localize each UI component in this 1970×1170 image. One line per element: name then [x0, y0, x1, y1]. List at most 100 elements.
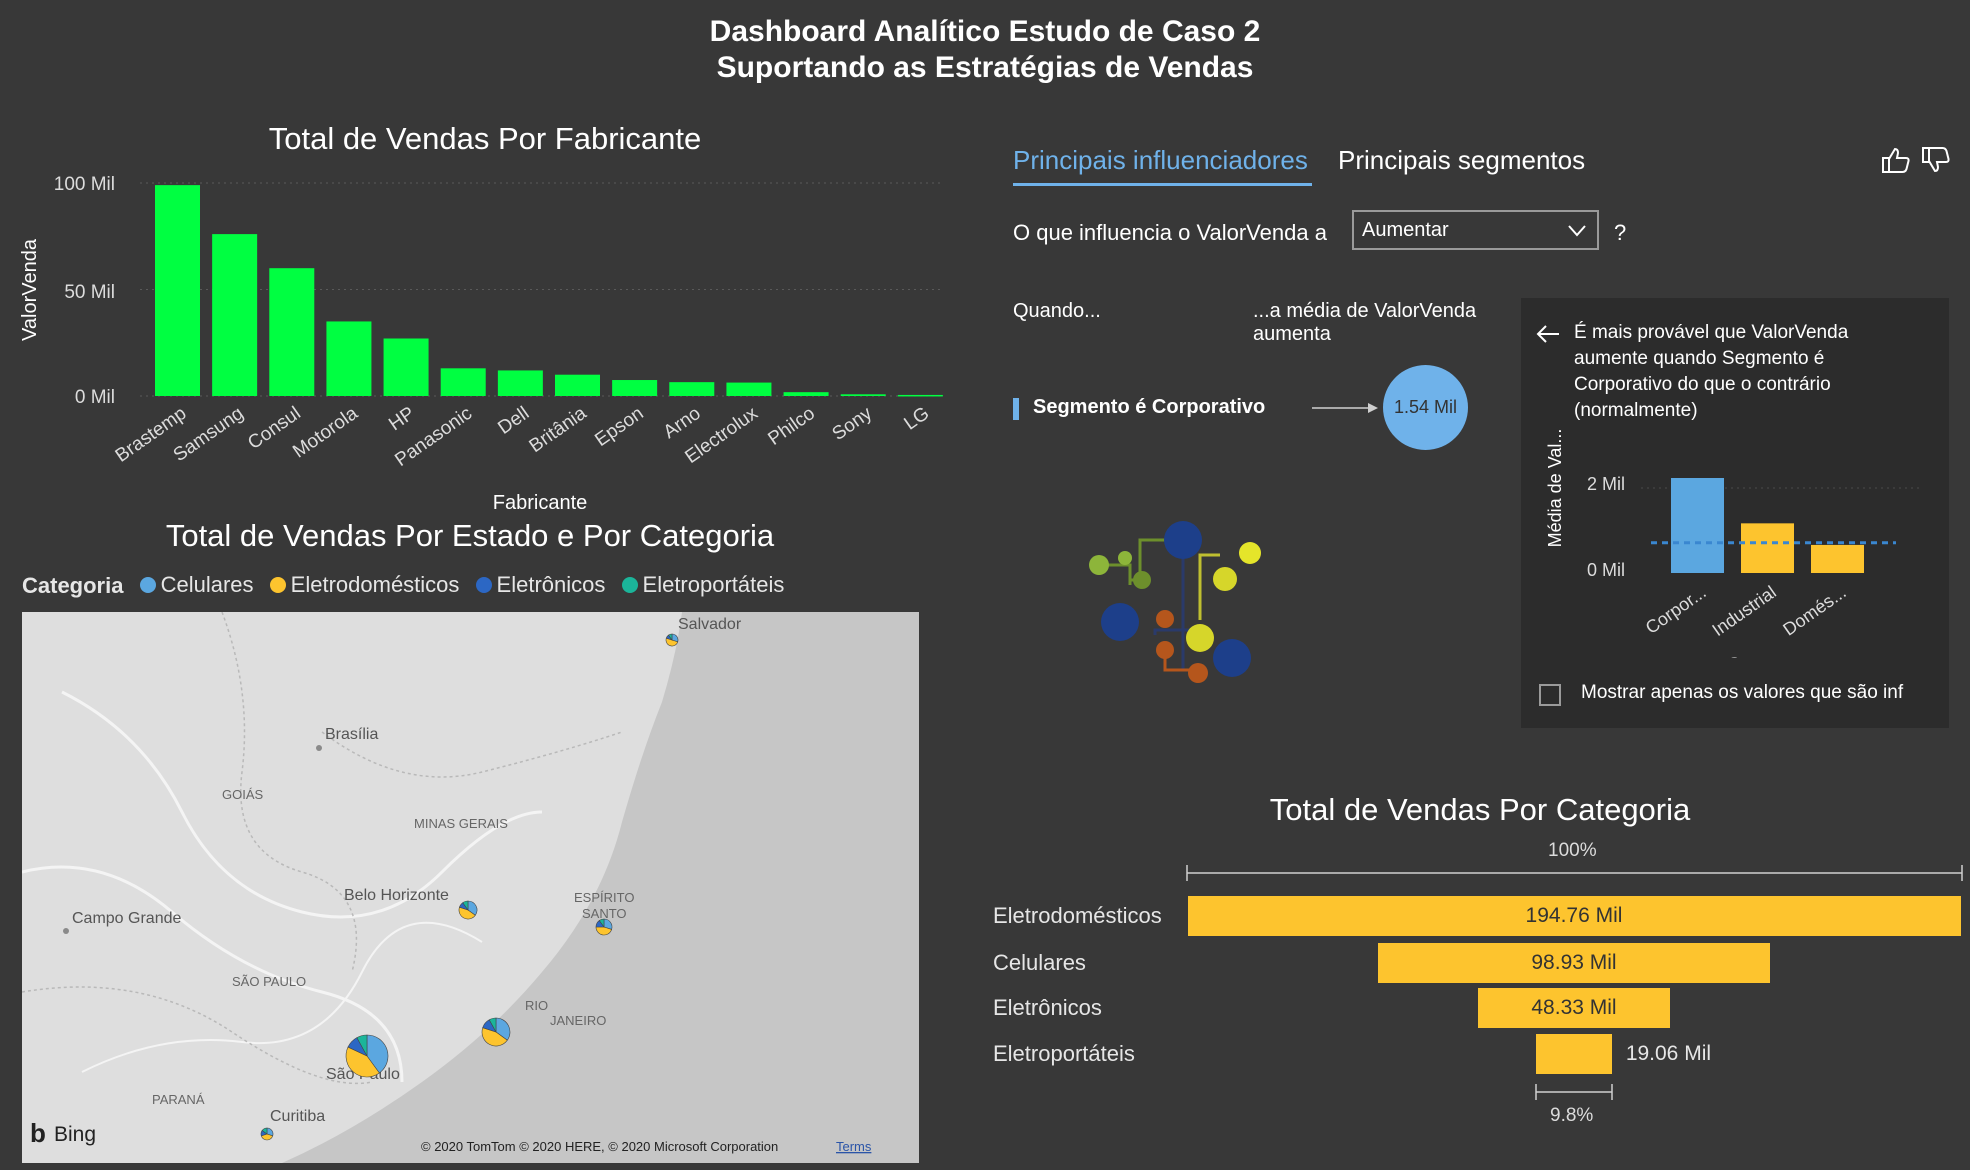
- map-pie-slice[interactable]: [495, 1017, 511, 1041]
- label-curitiba: Curitiba: [270, 1108, 325, 1125]
- map-pie-slice[interactable]: [598, 918, 605, 928]
- bar-philco[interactable]: [783, 392, 829, 396]
- dropdown-value: Aumentar: [1362, 219, 1449, 241]
- label-belo-horizonte: Belo Horizonte: [344, 887, 449, 904]
- funnel-bar[interactable]: 194.76 Mil: [1187, 896, 1961, 936]
- label-goias: GOIÁS: [222, 787, 264, 802]
- segment-marker: [1013, 398, 1019, 420]
- x-tick-label: Philco: [765, 403, 819, 450]
- bar-arno[interactable]: [669, 382, 715, 396]
- bubble-value[interactable]: 1.54 Mil: [1383, 365, 1468, 450]
- map-canvas[interactable]: Salvador Brasília GOIÁS MINAS GERAIS Bel…: [22, 612, 919, 1163]
- y-tick-100: 100 Mil: [54, 174, 115, 195]
- back-arrow-icon[interactable]: [1535, 324, 1561, 344]
- x-axis-label: Fabricante: [493, 492, 588, 514]
- show-only-checkbox[interactable]: [1539, 684, 1561, 706]
- bar-consul[interactable]: [269, 268, 315, 396]
- segment-tick-label: Corpor...: [1642, 582, 1710, 638]
- label-salvador: Salvador: [678, 616, 742, 633]
- panel-explanation: É mais provável que ValorVenda aumente q…: [1574, 322, 1849, 420]
- legend-eletroportateis[interactable]: Eletroportáteis: [621, 572, 784, 598]
- map-pie-slice[interactable]: [366, 1034, 389, 1074]
- bar-motorola[interactable]: [326, 321, 372, 396]
- legend-celulares[interactable]: Celulares: [139, 572, 254, 598]
- thumbs-up-icon[interactable]: [1880, 145, 1912, 175]
- funnel-category-label: Eletrodomésticos: [993, 903, 1162, 928]
- active-tab-underline: [1013, 183, 1312, 186]
- thumbs-down-icon[interactable]: [1920, 145, 1952, 175]
- map-pie-slice[interactable]: [668, 633, 673, 641]
- funnel-bar[interactable]: 98.93 Mil: [1377, 943, 1771, 983]
- tab-segmentos[interactable]: Principais segmentos: [1338, 145, 1586, 175]
- map-pie-slice[interactable]: [481, 1027, 508, 1047]
- panel-y-tick-0: 0 Mil: [1587, 560, 1625, 580]
- x-tick-label: Arno: [660, 403, 705, 443]
- bar-sony[interactable]: [840, 394, 886, 396]
- then-label: ...a média de ValorVenda aumenta: [1253, 300, 1477, 345]
- map-pie-slice[interactable]: [665, 637, 679, 647]
- celulares-dot-icon: [139, 577, 156, 593]
- panel-y-tick-2: 2 Mil: [1587, 474, 1625, 494]
- bar-lg[interactable]: [897, 394, 943, 397]
- eletrodomesticos-dot-icon: [269, 577, 286, 593]
- label-santo: SANTO: [582, 906, 627, 921]
- dashboard-title: Dashboard Analítico Estudo de Caso 2 Sup…: [0, 14, 1970, 86]
- label-brasilia: Brasília: [325, 726, 378, 743]
- influence-question: O que influencia o ValorVenda a: [1013, 220, 1327, 245]
- funnel-bar[interactable]: 48.33 Mil: [1478, 988, 1670, 1028]
- legend-title: Categoria: [22, 573, 124, 598]
- eletronicos-dot-icon: [475, 577, 492, 593]
- funnel-top-bracket: [1186, 865, 1963, 881]
- map-pie-slice[interactable]: [458, 906, 476, 920]
- state-border: [22, 986, 373, 1085]
- bar-epson[interactable]: [612, 380, 658, 396]
- funnel-category-label: Eletrônicos: [993, 995, 1102, 1020]
- bar-electrolux[interactable]: [726, 382, 772, 396]
- segment-bar[interactable]: [1811, 544, 1864, 573]
- river-line: [61, 690, 543, 919]
- chevron-down-icon: [1568, 225, 1586, 237]
- bar-hp[interactable]: [383, 338, 429, 396]
- panel-x-label: Segmento: [1728, 655, 1815, 658]
- legend-eletrodomesticos[interactable]: Eletrodomésticos: [269, 572, 459, 598]
- ocean-area: [282, 612, 919, 1163]
- map-pie-slice[interactable]: [488, 1017, 497, 1033]
- bar-samsung[interactable]: [212, 234, 258, 396]
- river-line: [22, 865, 404, 1083]
- map-pie-slice[interactable]: [356, 1034, 368, 1057]
- dashboard-title-line2: Suportando as Estratégias de Vendas: [716, 51, 1254, 84]
- map-pie-slice[interactable]: [595, 926, 612, 936]
- segment-bar[interactable]: [1671, 478, 1724, 573]
- y-axis-label: ValorVenda: [19, 238, 41, 341]
- y-tick-0: 0 Mil: [75, 387, 115, 408]
- dashboard-title-line1: Dashboard Analítico Estudo de Caso 2: [709, 15, 1261, 48]
- tab-influenciadores[interactable]: Principais influenciadores: [1013, 145, 1308, 175]
- map-copyright: © 2020 TomTom © 2020 HERE, © 2020 Micros…: [421, 1139, 778, 1154]
- brasilia-dot: [316, 745, 322, 751]
- segment-corporativo-label[interactable]: Segmento é Corporativo: [1033, 396, 1266, 418]
- map-pie-slice[interactable]: [462, 900, 469, 911]
- funnel-category-label: Celulares: [993, 950, 1086, 975]
- bar-brastemp[interactable]: [155, 185, 200, 396]
- segment-bar[interactable]: [1741, 523, 1794, 573]
- question-mark: ?: [1614, 220, 1627, 245]
- label-minas-gerais: MINAS GERAIS: [414, 816, 508, 831]
- river-line: [81, 921, 483, 1073]
- bar-dell[interactable]: [497, 370, 543, 396]
- map-pie-slice[interactable]: [261, 1127, 268, 1135]
- label-sao-paulo-state: SÃO PAULO: [232, 974, 306, 989]
- label-campo-grande: Campo Grande: [72, 910, 181, 927]
- bar-britânia[interactable]: [555, 374, 600, 396]
- legend-eletronicos[interactable]: Eletrônicos: [475, 572, 605, 598]
- funnel-bottom-bracket: [1535, 1084, 1613, 1100]
- molecule-illustration-icon: [1089, 521, 1261, 683]
- panel-y-label: Média de Val...: [1545, 429, 1565, 548]
- bar-panasonic[interactable]: [440, 368, 486, 396]
- x-tick-label: Britânia: [526, 403, 591, 457]
- x-tick-label: Epson: [591, 403, 647, 451]
- increase-dropdown[interactable]: Aumentar: [1352, 210, 1599, 250]
- funnel-bar[interactable]: [1536, 1034, 1612, 1074]
- map-terms-link[interactable]: Terms: [836, 1139, 872, 1154]
- map-pie-slice[interactable]: [345, 1046, 380, 1078]
- map-svg[interactable]: Salvador Brasília GOIÁS MINAS GERAIS Bel…: [22, 612, 919, 1163]
